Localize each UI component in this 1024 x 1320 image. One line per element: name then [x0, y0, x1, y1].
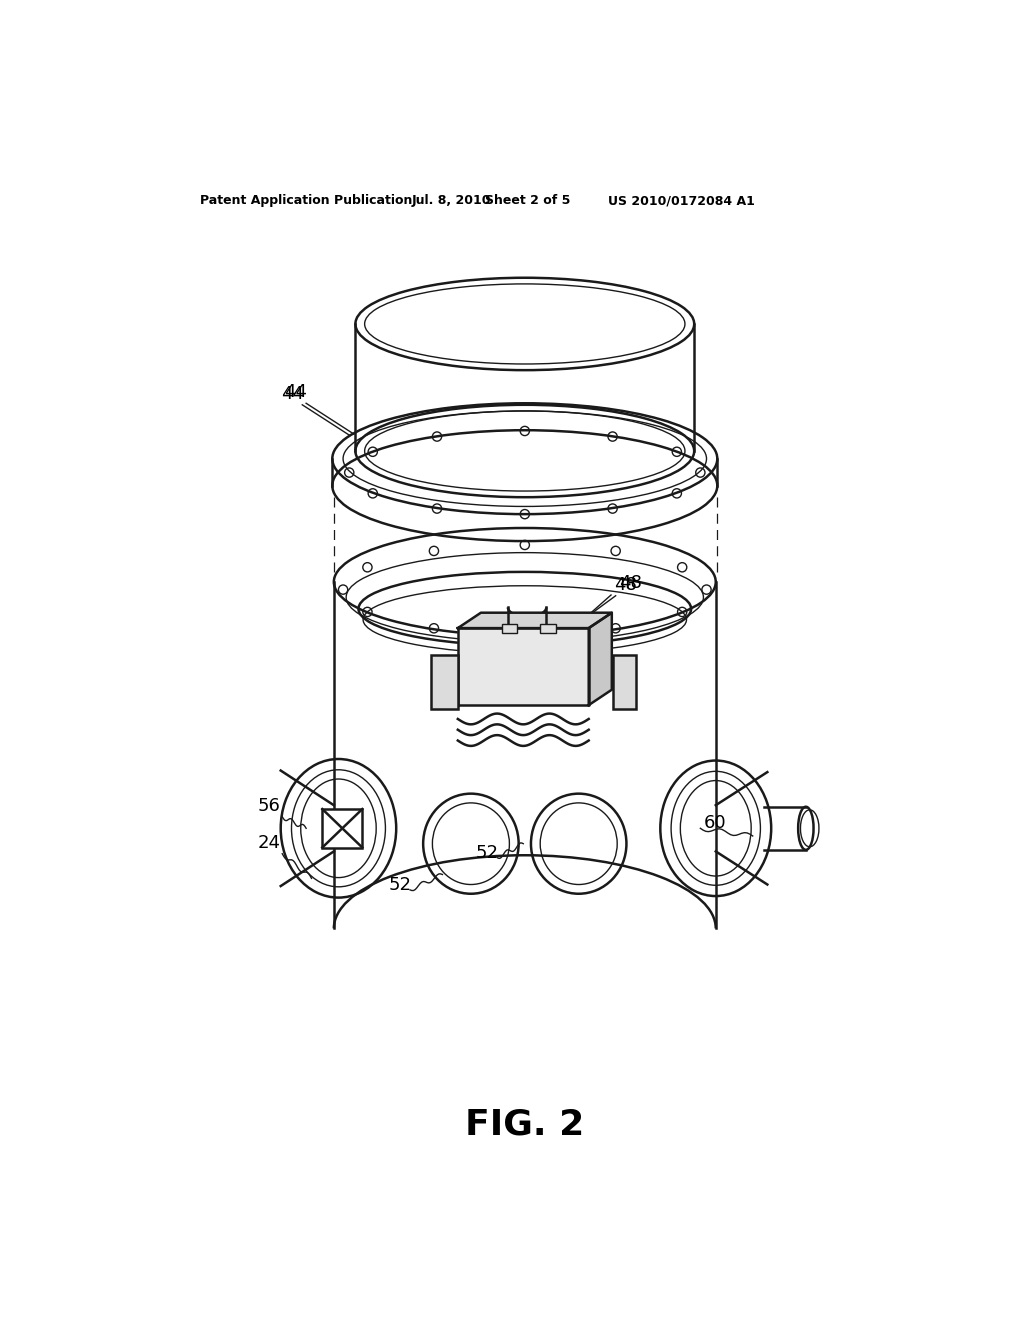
FancyBboxPatch shape: [613, 655, 637, 709]
FancyBboxPatch shape: [431, 655, 458, 709]
Text: Sheet 2 of 5: Sheet 2 of 5: [484, 194, 570, 207]
Text: 48: 48: [620, 574, 642, 593]
Text: FIG. 2: FIG. 2: [465, 1107, 585, 1142]
Polygon shape: [589, 612, 611, 705]
Text: 44: 44: [285, 383, 307, 401]
Text: Jul. 8, 2010: Jul. 8, 2010: [412, 194, 492, 207]
Text: 48: 48: [614, 576, 637, 594]
Text: 44: 44: [281, 384, 304, 403]
Text: 52: 52: [475, 843, 499, 862]
Text: 24: 24: [258, 834, 281, 853]
Text: 56: 56: [258, 797, 281, 816]
Polygon shape: [458, 628, 589, 705]
FancyBboxPatch shape: [541, 624, 556, 634]
FancyBboxPatch shape: [323, 809, 362, 847]
Text: 60: 60: [705, 814, 727, 833]
Text: 52: 52: [388, 876, 412, 894]
Polygon shape: [458, 612, 611, 628]
FancyBboxPatch shape: [502, 624, 517, 634]
Text: US 2010/0172084 A1: US 2010/0172084 A1: [608, 194, 755, 207]
Text: Patent Application Publication: Patent Application Publication: [200, 194, 413, 207]
